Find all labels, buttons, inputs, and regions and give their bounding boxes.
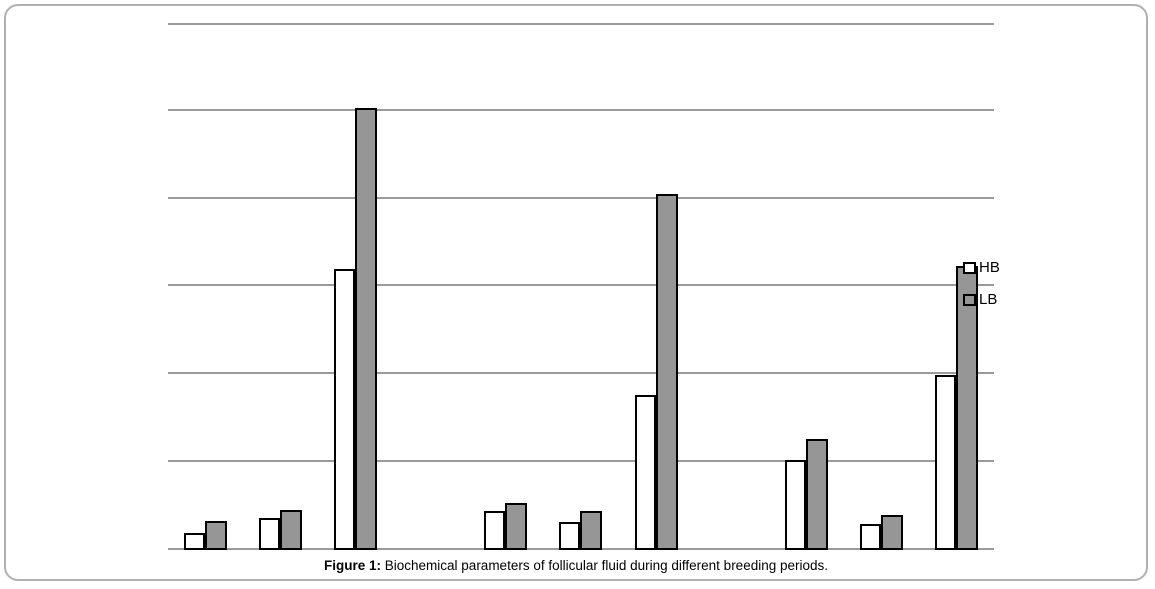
bar-hb-group4 bbox=[484, 511, 505, 550]
bar-lb-group1 bbox=[205, 521, 227, 550]
gridline-y2 bbox=[168, 372, 994, 374]
gridline-y5 bbox=[168, 109, 994, 111]
gridline-y1 bbox=[168, 460, 994, 462]
bar-lb-group6 bbox=[656, 194, 678, 550]
bar-lb-group8 bbox=[881, 515, 903, 550]
legend-label-hb: HB bbox=[979, 259, 1000, 276]
plot-area bbox=[168, 23, 994, 550]
chart-legend: HB LB bbox=[963, 259, 1000, 325]
bar-lb-group3 bbox=[355, 108, 377, 550]
bar-lb-group5 bbox=[580, 511, 602, 550]
gridline-y3 bbox=[168, 284, 994, 286]
legend-label-lb: LB bbox=[979, 291, 998, 308]
figure-frame: HB LB Figure 1: Biochemical parameters o… bbox=[4, 4, 1148, 581]
gridline-y4 bbox=[168, 197, 994, 199]
bar-lb-group2 bbox=[280, 510, 302, 550]
legend-item-hb: HB bbox=[963, 259, 1000, 276]
bar-lb-group7 bbox=[806, 439, 828, 550]
legend-item-lb: LB bbox=[963, 291, 1000, 308]
gridline-y6 bbox=[168, 23, 994, 25]
bar-lb-group4 bbox=[505, 503, 527, 550]
bar-hb-group5 bbox=[559, 522, 580, 550]
bar-hb-group8 bbox=[860, 524, 881, 550]
bar-hb-group6 bbox=[635, 395, 656, 550]
bar-hb-group2 bbox=[259, 518, 280, 550]
figure-caption: Figure 1: Biochemical parameters of foll… bbox=[6, 558, 1146, 573]
figure-caption-text: Biochemical parameters of follicular flu… bbox=[384, 558, 829, 573]
bar-hb-group7 bbox=[785, 460, 806, 550]
figure-caption-label: Figure 1: bbox=[323, 558, 381, 573]
legend-swatch-hb bbox=[963, 262, 976, 274]
legend-swatch-lb bbox=[963, 294, 976, 306]
bar-hb-group3 bbox=[334, 269, 355, 550]
bar-hb-group1 bbox=[184, 533, 205, 550]
bar-hb-group9 bbox=[935, 375, 956, 550]
